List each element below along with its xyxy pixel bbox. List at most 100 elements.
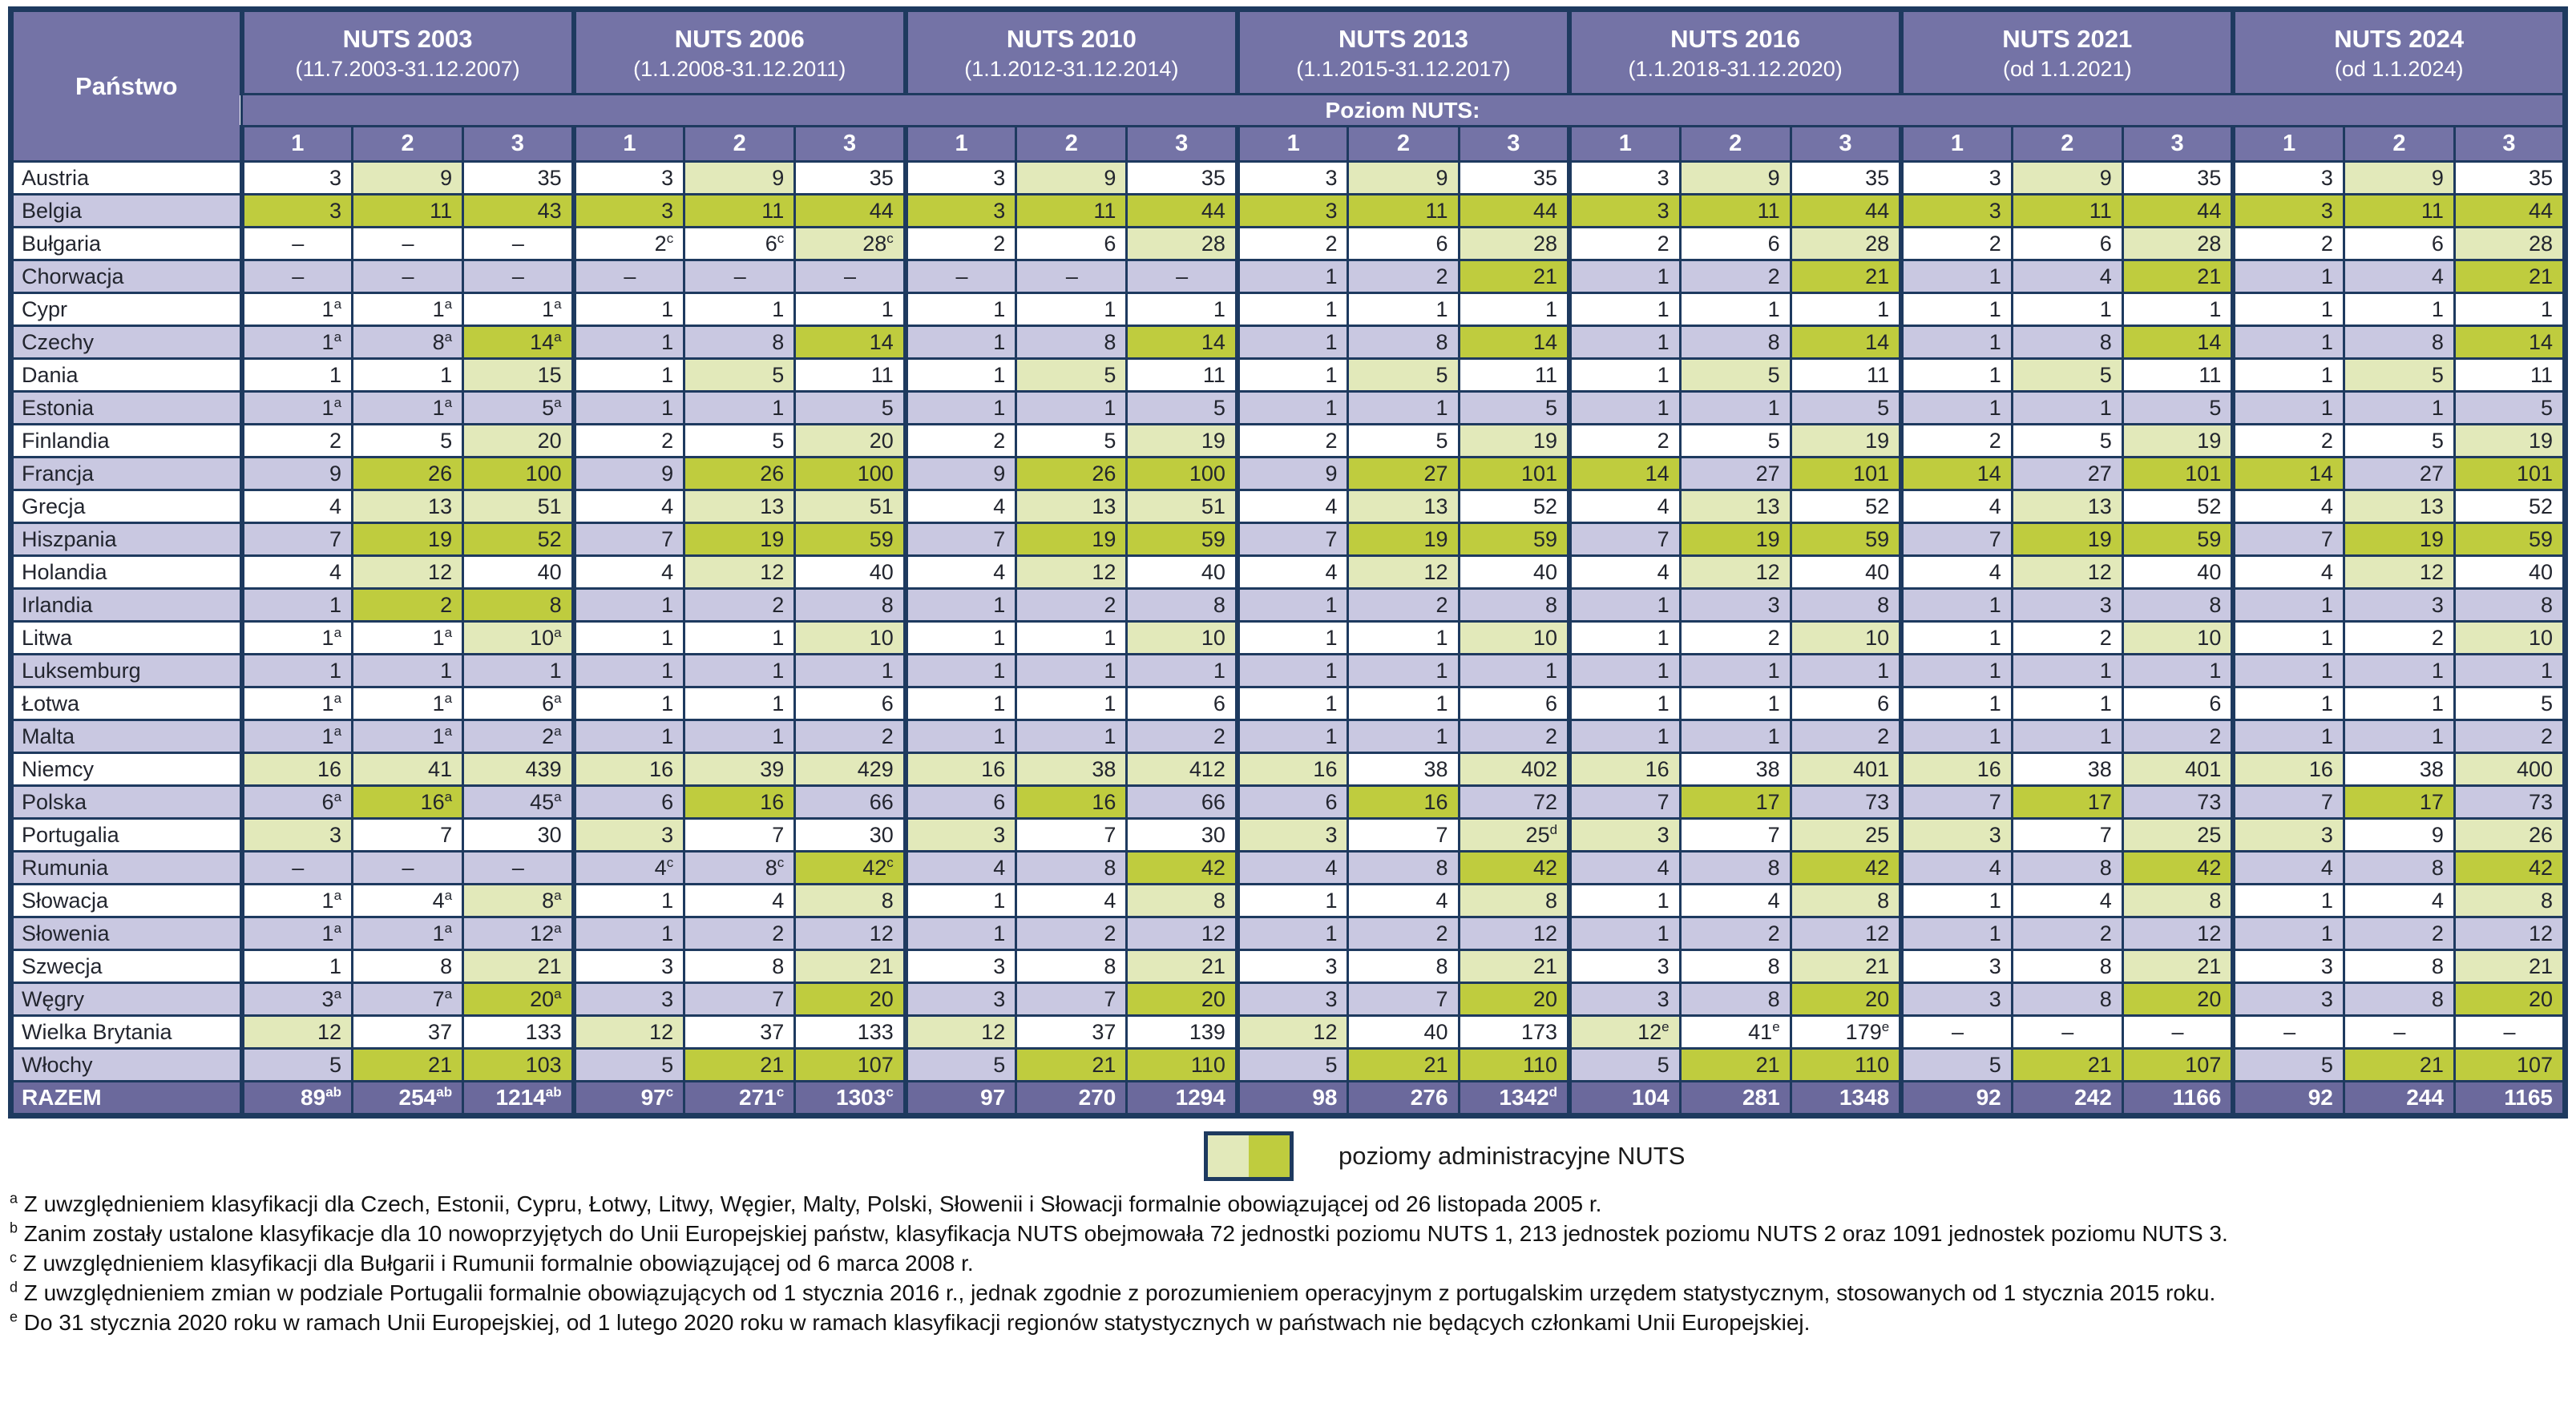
value-cell: 1 bbox=[2342, 653, 2456, 688]
value-cell: 1a bbox=[239, 620, 354, 655]
value-cell: 1 bbox=[1015, 620, 1129, 655]
value-cell: 4 bbox=[2010, 259, 2124, 294]
value-cell: 73 bbox=[2453, 784, 2567, 820]
value-cell: 3 bbox=[2231, 982, 2345, 1017]
value-cell: 3 bbox=[902, 982, 1018, 1017]
country-cell: Polska bbox=[10, 784, 243, 820]
total-value-cell: 281 bbox=[1678, 1080, 1792, 1117]
value-cell: 10 bbox=[1457, 620, 1571, 655]
value-cell: 9 bbox=[1234, 456, 1350, 491]
value-cell: 20 bbox=[462, 423, 575, 458]
value-cell: 8 bbox=[1678, 325, 1792, 360]
value-cell: 12 bbox=[2342, 554, 2456, 590]
value-cell: 5 bbox=[351, 423, 465, 458]
total-label: RAZEM bbox=[10, 1080, 243, 1117]
value-cell: 2 bbox=[1678, 259, 1792, 294]
value-cell: 2 bbox=[1234, 226, 1350, 261]
value-cell: 11 bbox=[683, 193, 797, 228]
value-cell: 107 bbox=[793, 1047, 907, 1082]
value-cell: 1 bbox=[1347, 390, 1460, 425]
value-cell: 16 bbox=[683, 784, 797, 820]
value-cell: 7 bbox=[1347, 817, 1460, 853]
value-cell: 1 bbox=[1015, 292, 1129, 327]
total-value-cell: 89ab bbox=[239, 1080, 354, 1117]
value-cell: 3 bbox=[1567, 193, 1682, 228]
value-cell: 1 bbox=[793, 292, 907, 327]
value-cell: 4 bbox=[683, 883, 797, 918]
value-cell: 1a bbox=[351, 292, 465, 327]
value-cell: 8a bbox=[462, 883, 575, 918]
value-cell: 66 bbox=[1125, 784, 1239, 820]
value-cell: 19 bbox=[2342, 522, 2456, 557]
value-cell: 52 bbox=[1457, 489, 1571, 524]
value-cell: 42 bbox=[2121, 850, 2235, 885]
value-cell: 1 bbox=[2231, 653, 2345, 688]
value-cell: 7 bbox=[1899, 522, 2013, 557]
value-cell: 1 bbox=[2121, 292, 2235, 327]
value-cell: 1 bbox=[2342, 390, 2456, 425]
value-cell: 1 bbox=[1899, 325, 2013, 360]
value-cell: 3 bbox=[2231, 949, 2345, 984]
legend-color-swatch bbox=[1204, 1131, 1294, 1181]
country-cell: Litwa bbox=[10, 620, 243, 655]
value-cell: 42 bbox=[2453, 850, 2567, 885]
table-row: Hiszpania 7 19 52 7 19 59 7 19 59 7 19 59 7 19 59 7 19 59 7… bbox=[10, 522, 2567, 557]
value-cell: – bbox=[2231, 1014, 2345, 1050]
value-cell: 1a bbox=[239, 719, 354, 754]
table-row: Włochy 5 21 103 5 21 107 5 21 110 5 21 110 5 21 110 5 21 1… bbox=[10, 1047, 2567, 1082]
value-cell: – bbox=[462, 850, 575, 885]
value-cell: 2 bbox=[683, 587, 797, 623]
value-cell: 1 bbox=[1899, 292, 2013, 327]
value-cell: 8 bbox=[2342, 949, 2456, 984]
level-header: 3 bbox=[1457, 125, 1571, 163]
value-cell: 5 bbox=[239, 1047, 354, 1082]
table-row: Belgia 3 11 43 3 11 44 3 11 44 3 11 44 3 11 44 3 11 44 3 11 4… bbox=[10, 193, 2567, 228]
value-cell: 5 bbox=[1678, 423, 1792, 458]
value-cell: 401 bbox=[1789, 752, 1903, 787]
value-cell: 3 bbox=[571, 949, 686, 984]
value-cell: 44 bbox=[793, 193, 907, 228]
level-header: 1 bbox=[1234, 125, 1350, 163]
value-cell: 412 bbox=[1125, 752, 1239, 787]
value-cell: 14 bbox=[2121, 325, 2235, 360]
nuts-group-title: NUTS 2024 bbox=[2334, 24, 2465, 53]
value-cell: 7 bbox=[1899, 784, 2013, 820]
value-cell: 4 bbox=[2231, 554, 2345, 590]
value-cell: 12 bbox=[902, 1014, 1018, 1050]
header-groups-row: Państwo NUTS 2003 (11.7.2003-31.12.2007) NU… bbox=[10, 8, 2567, 163]
value-cell: 3 bbox=[1899, 949, 2013, 984]
value-cell: 1 bbox=[1899, 587, 2013, 623]
value-cell: 1 bbox=[2231, 390, 2345, 425]
value-cell: 1 bbox=[1347, 620, 1460, 655]
value-cell: 2 bbox=[1015, 916, 1129, 951]
level-header: 3 bbox=[1125, 125, 1239, 163]
table-row: Grecja 4 13 51 4 13 51 4 13 51 4 13 52 4 13 52 4 13 52 4 13 5… bbox=[10, 489, 2567, 524]
country-cell: Irlandia bbox=[10, 587, 243, 623]
value-cell: 1 bbox=[571, 357, 686, 393]
value-cell: – bbox=[1015, 259, 1129, 294]
value-cell: 4 bbox=[1234, 554, 1350, 590]
value-cell: 30 bbox=[793, 817, 907, 853]
table-row: Malta 1a 1a 2a 1 1 2 1 1 2 1 1 2 1 1 2 1 1 2 1 1 2 bbox=[10, 719, 2567, 754]
value-cell: 1 bbox=[571, 916, 686, 951]
nuts-group-header: NUTS 2013 (1.1.2015-31.12.2017) bbox=[1234, 8, 1571, 95]
country-cell: Łotwa bbox=[10, 686, 243, 721]
value-cell: 21 bbox=[2453, 259, 2567, 294]
table-row: Wielka Brytania 12 37 133 12 37 133 12 37 139 12 40… bbox=[10, 1014, 2567, 1050]
header-poziom-row: Poziom NUTS: bbox=[11, 93, 2566, 127]
value-cell: 20a bbox=[462, 982, 575, 1017]
value-cell: 19 bbox=[2453, 423, 2567, 458]
value-cell: 21 bbox=[1347, 1047, 1460, 1082]
value-cell: 1 bbox=[2010, 719, 2124, 754]
value-cell: 4 bbox=[571, 489, 686, 524]
value-cell: 4 bbox=[902, 850, 1018, 885]
value-cell: 2 bbox=[1125, 719, 1239, 754]
value-cell: 1 bbox=[2121, 653, 2235, 688]
value-cell: 28 bbox=[1125, 226, 1239, 261]
value-cell: 3 bbox=[571, 193, 686, 228]
value-cell: 173 bbox=[1457, 1014, 1571, 1050]
value-cell: 37 bbox=[351, 1014, 465, 1050]
value-cell: 21 bbox=[351, 1047, 465, 1082]
value-cell: 16 bbox=[1899, 752, 2013, 787]
